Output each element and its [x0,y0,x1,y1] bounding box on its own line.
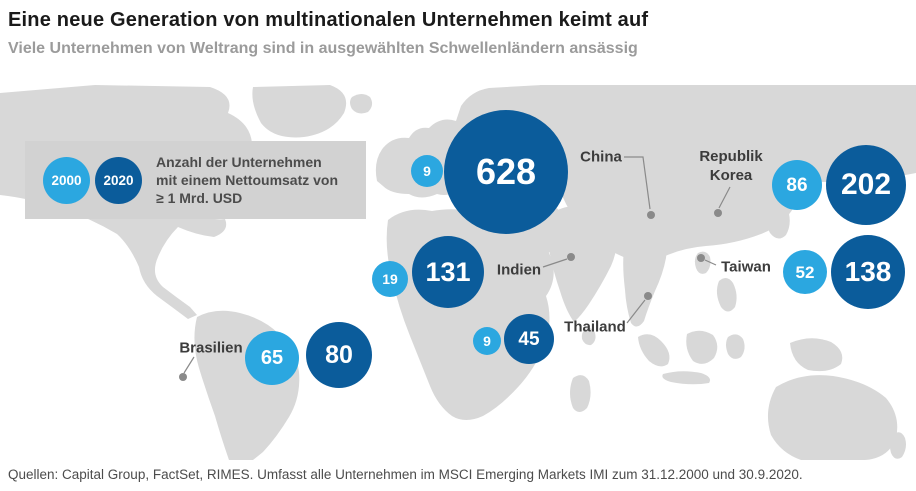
legend-2000-circle: 2000 [43,156,90,204]
connector-indien [542,258,568,268]
source-note: Quellen: Capital Group, FactSet, RIMES. … [8,467,803,482]
world-map-chart: 9 628 China 86 202 Republik Korea 52 138 Taiwan 1… [0,85,916,460]
connector-brasilien [183,356,195,374]
bubble-2020-indien: 131 [412,236,484,308]
legend: 2000 2020 Anzahl der Unternehmen mit ein… [25,141,366,219]
connector-republik-korea [718,186,731,209]
legend-2020-label: 2020 [103,172,134,188]
map-dot-republik-korea [714,209,722,217]
legend-2020-circle: 2020 [95,156,142,204]
country-label-indien: Indien [496,261,542,279]
map-dot-indien [567,253,575,261]
bubble-2020-taiwan: 138 [831,235,905,309]
bubble-2020-china: 628 [444,110,568,234]
map-dot-thailand [644,292,652,300]
bubble-layer: 9 628 China 86 202 Republik Korea 52 138 Taiwan 1… [0,85,916,460]
bubble-2020-thailand: 45 [504,314,554,364]
connector-lines [179,156,731,381]
country-label-china: China [580,148,622,166]
bubble-2000-thailand: 9 [473,327,501,355]
country-label-taiwan: Taiwan [721,258,771,276]
header: Eine neue Generation von multinationalen… [0,0,916,85]
page-subtitle: Viele Unternehmen von Weltrang sind in a… [8,40,638,57]
footer: Quellen: Capital Group, FactSet, RIMES. … [0,460,916,482]
bubble-2000-taiwan: 52 [783,250,827,294]
map-dot-china [647,211,655,219]
page-title: Eine neue Generation von multinationalen… [8,9,649,31]
bubble-2000-china: 9 [411,155,443,187]
bubble-2000-indien: 19 [372,261,408,297]
bubble-2000-republik-korea: 86 [772,160,822,210]
connector-china [624,156,651,210]
connector-thailand [626,299,646,324]
bubble-2000-brasilien: 65 [245,331,299,385]
legend-2000-label: 2000 [51,172,82,188]
map-dot-taiwan [697,254,705,262]
map-dot-brasilien [179,373,187,381]
country-label-republik-korea: Republik Korea [699,148,763,184]
country-label-thailand: Thailand [564,318,626,336]
country-label-brasilien: Brasilien [179,339,243,357]
connector-taiwan [704,259,717,266]
legend-description: Anzahl der Unternehmen mit einem Nettoum… [156,154,339,206]
bubble-2020-brasilien: 80 [306,322,372,388]
bubble-2020-republik-korea: 202 [826,145,906,225]
